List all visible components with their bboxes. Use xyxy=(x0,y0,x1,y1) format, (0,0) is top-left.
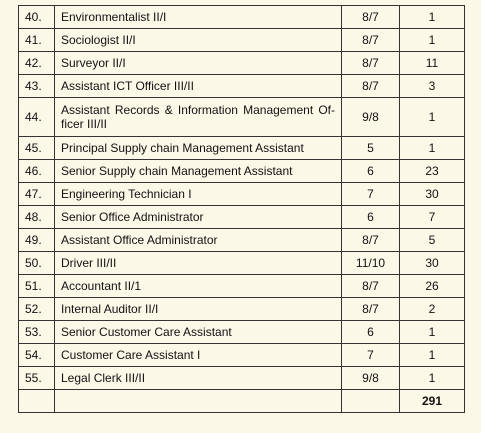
count: 1 xyxy=(399,136,465,160)
table-row: 42. Surveyor II/I 8/7 11 xyxy=(18,51,465,75)
empty-cell xyxy=(341,389,400,413)
position: Sociologist II/I xyxy=(54,28,342,52)
count: 30 xyxy=(399,251,465,275)
grade: 9/8 xyxy=(341,366,400,390)
table-row: 52. Internal Auditor II/I 8/7 2 xyxy=(18,297,465,321)
grade: 9/8 xyxy=(341,97,400,137)
table-body: 40. Environmentalist II/I 8/7 1 41. Sociologi… xyxy=(18,5,465,413)
position: Customer Care Assistant I xyxy=(54,343,342,367)
row-number: 48. xyxy=(18,205,55,229)
table-row: 50. Driver III/II 11/10 30 xyxy=(18,251,465,275)
table-row: 51. Accountant II/1 8/7 26 xyxy=(18,274,465,298)
table-row: 46. Senior Supply chain Management Assist… xyxy=(18,159,465,183)
grade: 5 xyxy=(341,136,400,160)
position: Assistant ICT Officer III/II xyxy=(54,74,342,98)
empty-cell xyxy=(54,389,342,413)
table-row: 43. Assistant ICT Officer III/II 8/7 3 xyxy=(18,74,465,98)
grade: 6 xyxy=(341,205,400,229)
row-number: 51. xyxy=(18,274,55,298)
position: Senior Office Administrator xyxy=(54,205,342,229)
staff-table: 40. Environmentalist II/I 8/7 1 41. Sociologi… xyxy=(18,5,465,413)
table-row: 48. Senior Office Administrator 6 7 xyxy=(18,205,465,229)
row-number: 44. xyxy=(18,97,55,137)
table-row: 45. Principal Supply chain Management Ass… xyxy=(18,136,465,160)
row-number: 46. xyxy=(18,159,55,183)
position: Surveyor II/I xyxy=(54,51,342,75)
count: 1 xyxy=(399,5,465,29)
grade: 8/7 xyxy=(341,228,400,252)
grade: 8/7 xyxy=(341,297,400,321)
grade: 7 xyxy=(341,343,400,367)
grade: 6 xyxy=(341,320,400,344)
position: Principal Supply chain Management Assist… xyxy=(54,136,342,160)
position: Driver III/II xyxy=(54,251,342,275)
position: Internal Auditor II/I xyxy=(54,297,342,321)
table-row: 47. Engineering Technician I 7 30 xyxy=(18,182,465,206)
position: Engineering Technician I xyxy=(54,182,342,206)
total-row: 291 xyxy=(18,389,465,413)
count: 1 xyxy=(399,97,465,137)
grade: 8/7 xyxy=(341,274,400,298)
position: Senior Customer Care Assistant xyxy=(54,320,342,344)
position: Legal Clerk III/II xyxy=(54,366,342,390)
count: 5 xyxy=(399,228,465,252)
grade: 8/7 xyxy=(341,74,400,98)
grade: 7 xyxy=(341,182,400,206)
grade: 6 xyxy=(341,159,400,183)
position: Accountant II/1 xyxy=(54,274,342,298)
row-number: 50. xyxy=(18,251,55,275)
row-number: 41. xyxy=(18,28,55,52)
row-number: 55. xyxy=(18,366,55,390)
table-row: 49. Assistant Office Administrator 8/7 5 xyxy=(18,228,465,252)
row-number: 49. xyxy=(18,228,55,252)
position: Assistant Office Administrator xyxy=(54,228,342,252)
count: 1 xyxy=(399,320,465,344)
count: 2 xyxy=(399,297,465,321)
grade: 8/7 xyxy=(341,51,400,75)
row-number: 47. xyxy=(18,182,55,206)
count: 26 xyxy=(399,274,465,298)
table-row: 41. Sociologist II/I 8/7 1 xyxy=(18,28,465,52)
row-number: 43. xyxy=(18,74,55,98)
position: Senior Supply chain Management Assistant xyxy=(54,159,342,183)
position: Assistant Records & Information Manageme… xyxy=(54,97,342,137)
grade: 8/7 xyxy=(341,28,400,52)
table-row: 44. Assistant Records & Information Manag… xyxy=(18,97,465,137)
row-number: 52. xyxy=(18,297,55,321)
grade: 8/7 xyxy=(341,5,400,29)
count: 1 xyxy=(399,343,465,367)
count: 11 xyxy=(399,51,465,75)
total: 291 xyxy=(399,389,465,413)
row-number: 45. xyxy=(18,136,55,160)
table-row: 40. Environmentalist II/I 8/7 1 xyxy=(18,5,465,29)
row-number: 53. xyxy=(18,320,55,344)
table-row: 53. Senior Customer Care Assistant 6 1 xyxy=(18,320,465,344)
count: 1 xyxy=(399,366,465,390)
count: 30 xyxy=(399,182,465,206)
empty-cell xyxy=(18,389,55,413)
row-number: 54. xyxy=(18,343,55,367)
count: 3 xyxy=(399,74,465,98)
table-row: 55. Legal Clerk III/II 9/8 1 xyxy=(18,366,465,390)
row-number: 42. xyxy=(18,51,55,75)
count: 7 xyxy=(399,205,465,229)
count: 1 xyxy=(399,28,465,52)
row-number: 40. xyxy=(18,5,55,29)
count: 23 xyxy=(399,159,465,183)
position: Environmentalist II/I xyxy=(54,5,342,29)
grade: 11/10 xyxy=(341,251,400,275)
